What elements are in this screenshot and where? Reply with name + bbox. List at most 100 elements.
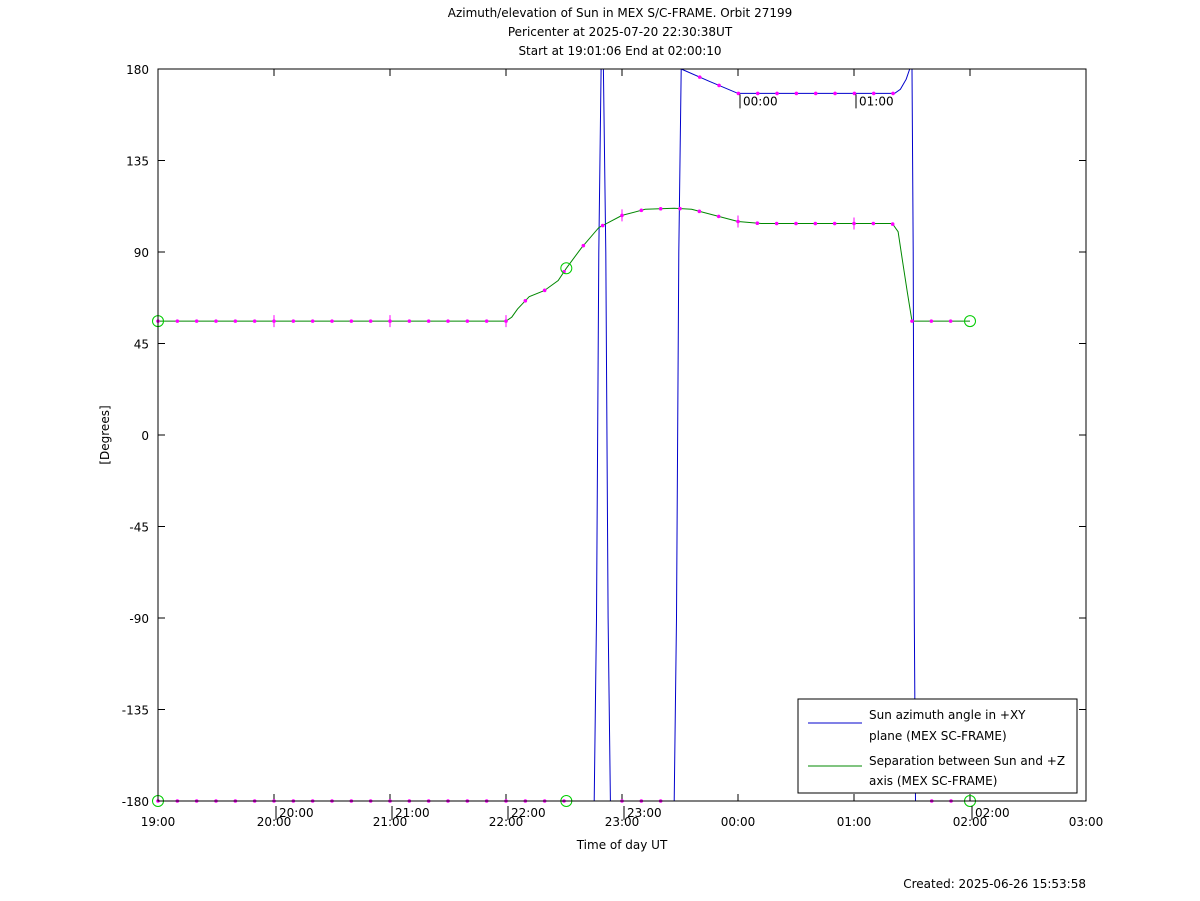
legend-entry-separation: Separation between Sun and +Z axis (MEX … [869, 754, 1069, 788]
circle-marker [560, 262, 573, 275]
series-separation-line [158, 207, 970, 322]
separation-point [523, 299, 528, 303]
separation-point [871, 221, 876, 226]
hour-markers: 20:00 21:00 22:00 23:00 00:00 01:00 02:00 [275, 94, 1010, 820]
separation-point [639, 208, 644, 213]
separation-point [484, 319, 489, 323]
separation-point [813, 221, 818, 226]
x-tick-label: 00:00 [721, 815, 756, 829]
separation-point [948, 319, 953, 323]
plot-area-frame [157, 68, 1087, 802]
separation-point [581, 243, 586, 248]
y-tick-label: 0 [141, 429, 149, 443]
separation-point [716, 214, 721, 219]
x-tick-label: 23:00 [605, 815, 640, 829]
y-tick-label: 180 [126, 63, 149, 77]
separation-point [194, 319, 199, 323]
tick-marks [157, 68, 1087, 802]
hour-marker-label: 20:00 [279, 806, 314, 820]
legend-box [797, 698, 1078, 794]
series-azimuth-line [158, 68, 602, 802]
hour-marker-label: 23:00 [627, 806, 662, 820]
azimuth-point [717, 83, 721, 88]
hour-marker-label: 02:00 [975, 806, 1010, 820]
series-azimuth-line [911, 68, 970, 802]
title-line-1: Azimuth/elevation of Sun in MEX S/C-FRAM… [448, 6, 793, 20]
hour-marker-label: 01:00 [859, 94, 894, 108]
series-azimuth-line [612, 68, 682, 802]
azimuth-point [794, 91, 799, 96]
title-line-3: Start at 19:01:06 End at 02:00:10 [518, 44, 721, 58]
y-tick-label: -135 [122, 704, 149, 718]
x-tick-label: 22:00 [489, 815, 524, 829]
chart-title: Azimuth/elevation of Sun in MEX S/C-FRAM… [448, 6, 793, 58]
legend-azimuth-line-2: plane (MEX SC-FRAME) [869, 729, 1007, 743]
y-tick-labels: 180 135 90 45 0 -45 -90 -135 -180 [122, 63, 149, 809]
separation-point [697, 209, 702, 214]
circle-marker [964, 315, 976, 328]
y-tick-label: 45 [134, 338, 149, 352]
azimuth-point [852, 91, 857, 96]
legend-separation-line-1: Separation between Sun and +Z [869, 754, 1065, 768]
y-tick-label: -90 [129, 612, 149, 626]
separation-point [426, 319, 431, 323]
separation-point [794, 221, 798, 226]
azimuth-point [775, 91, 779, 96]
x-axis-label: Time of day UT [576, 838, 668, 852]
series-lines [158, 68, 970, 802]
x-tick-labels: 19:00 20:00 21:00 22:00 23:00 00:00 01:00 02:00… [141, 815, 1104, 829]
azimuth-point [871, 91, 876, 96]
y-tick-label: -180 [122, 795, 149, 809]
x-tick-label: 01:00 [837, 815, 872, 829]
separation-point [252, 319, 257, 323]
hour-marker-label: 21:00 [395, 806, 430, 820]
separation-point [832, 221, 837, 226]
y-tick-label: 135 [126, 155, 149, 169]
hour-marker-label: 22:00 [511, 806, 546, 820]
separation-point [368, 319, 373, 323]
legend-separation-line-2: axis (MEX SC-FRAME) [869, 774, 997, 788]
separation-point [175, 319, 180, 323]
azimuth-point [891, 91, 895, 96]
separation-point [465, 319, 470, 323]
legend-azimuth-line-1: Sun azimuth angle in +XY [869, 708, 1026, 722]
separation-point [755, 221, 760, 225]
x-tick-label: 19:00 [141, 815, 176, 829]
title-line-2: Pericenter at 2025-07-20 22:30:38UT [508, 25, 733, 39]
separation-point [407, 319, 412, 323]
x-tick-label: 20:00 [257, 815, 292, 829]
legend-entry-azimuth: Sun azimuth angle in +XY plane (MEX SC-F… [869, 708, 1029, 743]
created-timestamp: Created: 2025-06-26 15:53:58 [903, 877, 1086, 891]
chart-legend: Sun azimuth angle in +XY plane (MEX SC-F… [797, 698, 1078, 794]
hour-marker-label: 00:00 [743, 94, 778, 108]
separation-point [910, 319, 914, 323]
separation-point [542, 288, 547, 293]
azimuth-point [833, 91, 837, 96]
azimuth-point [813, 91, 818, 96]
separation-point [929, 319, 934, 323]
y-axis-label: [Degrees] [98, 405, 112, 464]
separation-point [600, 223, 605, 228]
separation-point [658, 206, 663, 211]
data-markers [152, 75, 976, 807]
separation-point [446, 319, 450, 323]
x-tick-label: 21:00 [373, 815, 408, 829]
y-tick-label: 90 [134, 246, 149, 260]
separation-point [774, 221, 779, 226]
separation-point [349, 319, 354, 323]
series-azimuth-line [602, 68, 611, 802]
separation-point [330, 319, 334, 323]
separation-point [233, 319, 238, 323]
x-tick-label: 02:00 [953, 815, 988, 829]
separation-point [291, 319, 296, 323]
separation-point [890, 222, 895, 226]
azimuth-point [755, 91, 760, 96]
x-tick-label: 03:00 [1069, 815, 1104, 829]
azimuth-point [697, 75, 702, 79]
series-azimuth-line [680, 68, 911, 94]
separation-point [310, 319, 315, 323]
azimuth-point [736, 91, 741, 96]
y-tick-label: -45 [129, 521, 149, 535]
separation-point [678, 206, 682, 211]
